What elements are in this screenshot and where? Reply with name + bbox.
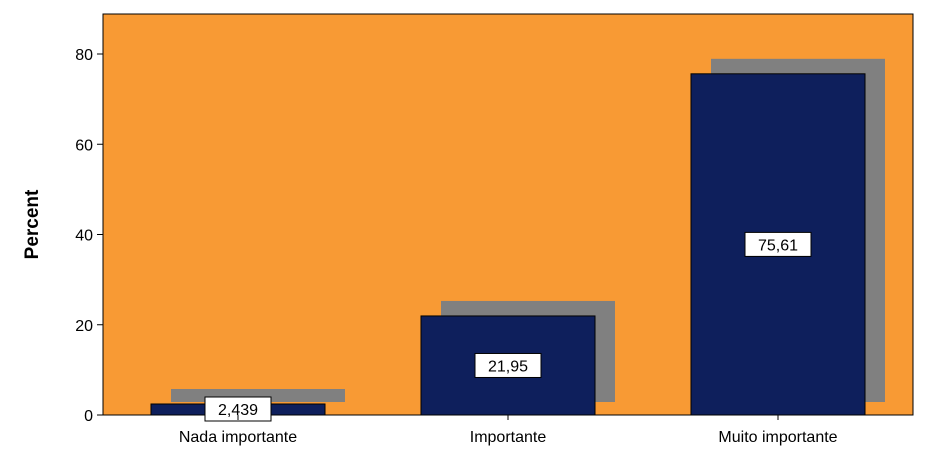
data-label: 21,95	[474, 352, 542, 378]
y-tick-label: 60	[75, 137, 93, 154]
data-label-text: 75,61	[758, 237, 798, 254]
y-axis: 0 20 40 60 80	[75, 47, 103, 425]
y-tick-label: 40	[75, 228, 93, 245]
y-tick-label: 20	[75, 318, 93, 335]
data-label-text: 21,95	[488, 358, 528, 375]
data-label-box	[474, 352, 542, 378]
data-label: 75,61	[744, 231, 812, 257]
x-tick-label: Nada importante	[179, 429, 297, 446]
x-tick-label: Muito importante	[718, 429, 837, 446]
y-tick-label: 0	[84, 408, 93, 425]
data-label-box	[744, 231, 812, 257]
y-tick-label: 80	[75, 47, 93, 64]
y-axis-title: Percent	[22, 189, 43, 259]
data-labels: 2,439 21,95 75,61	[204, 231, 812, 422]
data-label-text: 2,439	[218, 402, 258, 419]
x-axis: Nada importante Importante Muito important…	[179, 415, 838, 446]
x-tick-label: Importante	[470, 429, 547, 446]
